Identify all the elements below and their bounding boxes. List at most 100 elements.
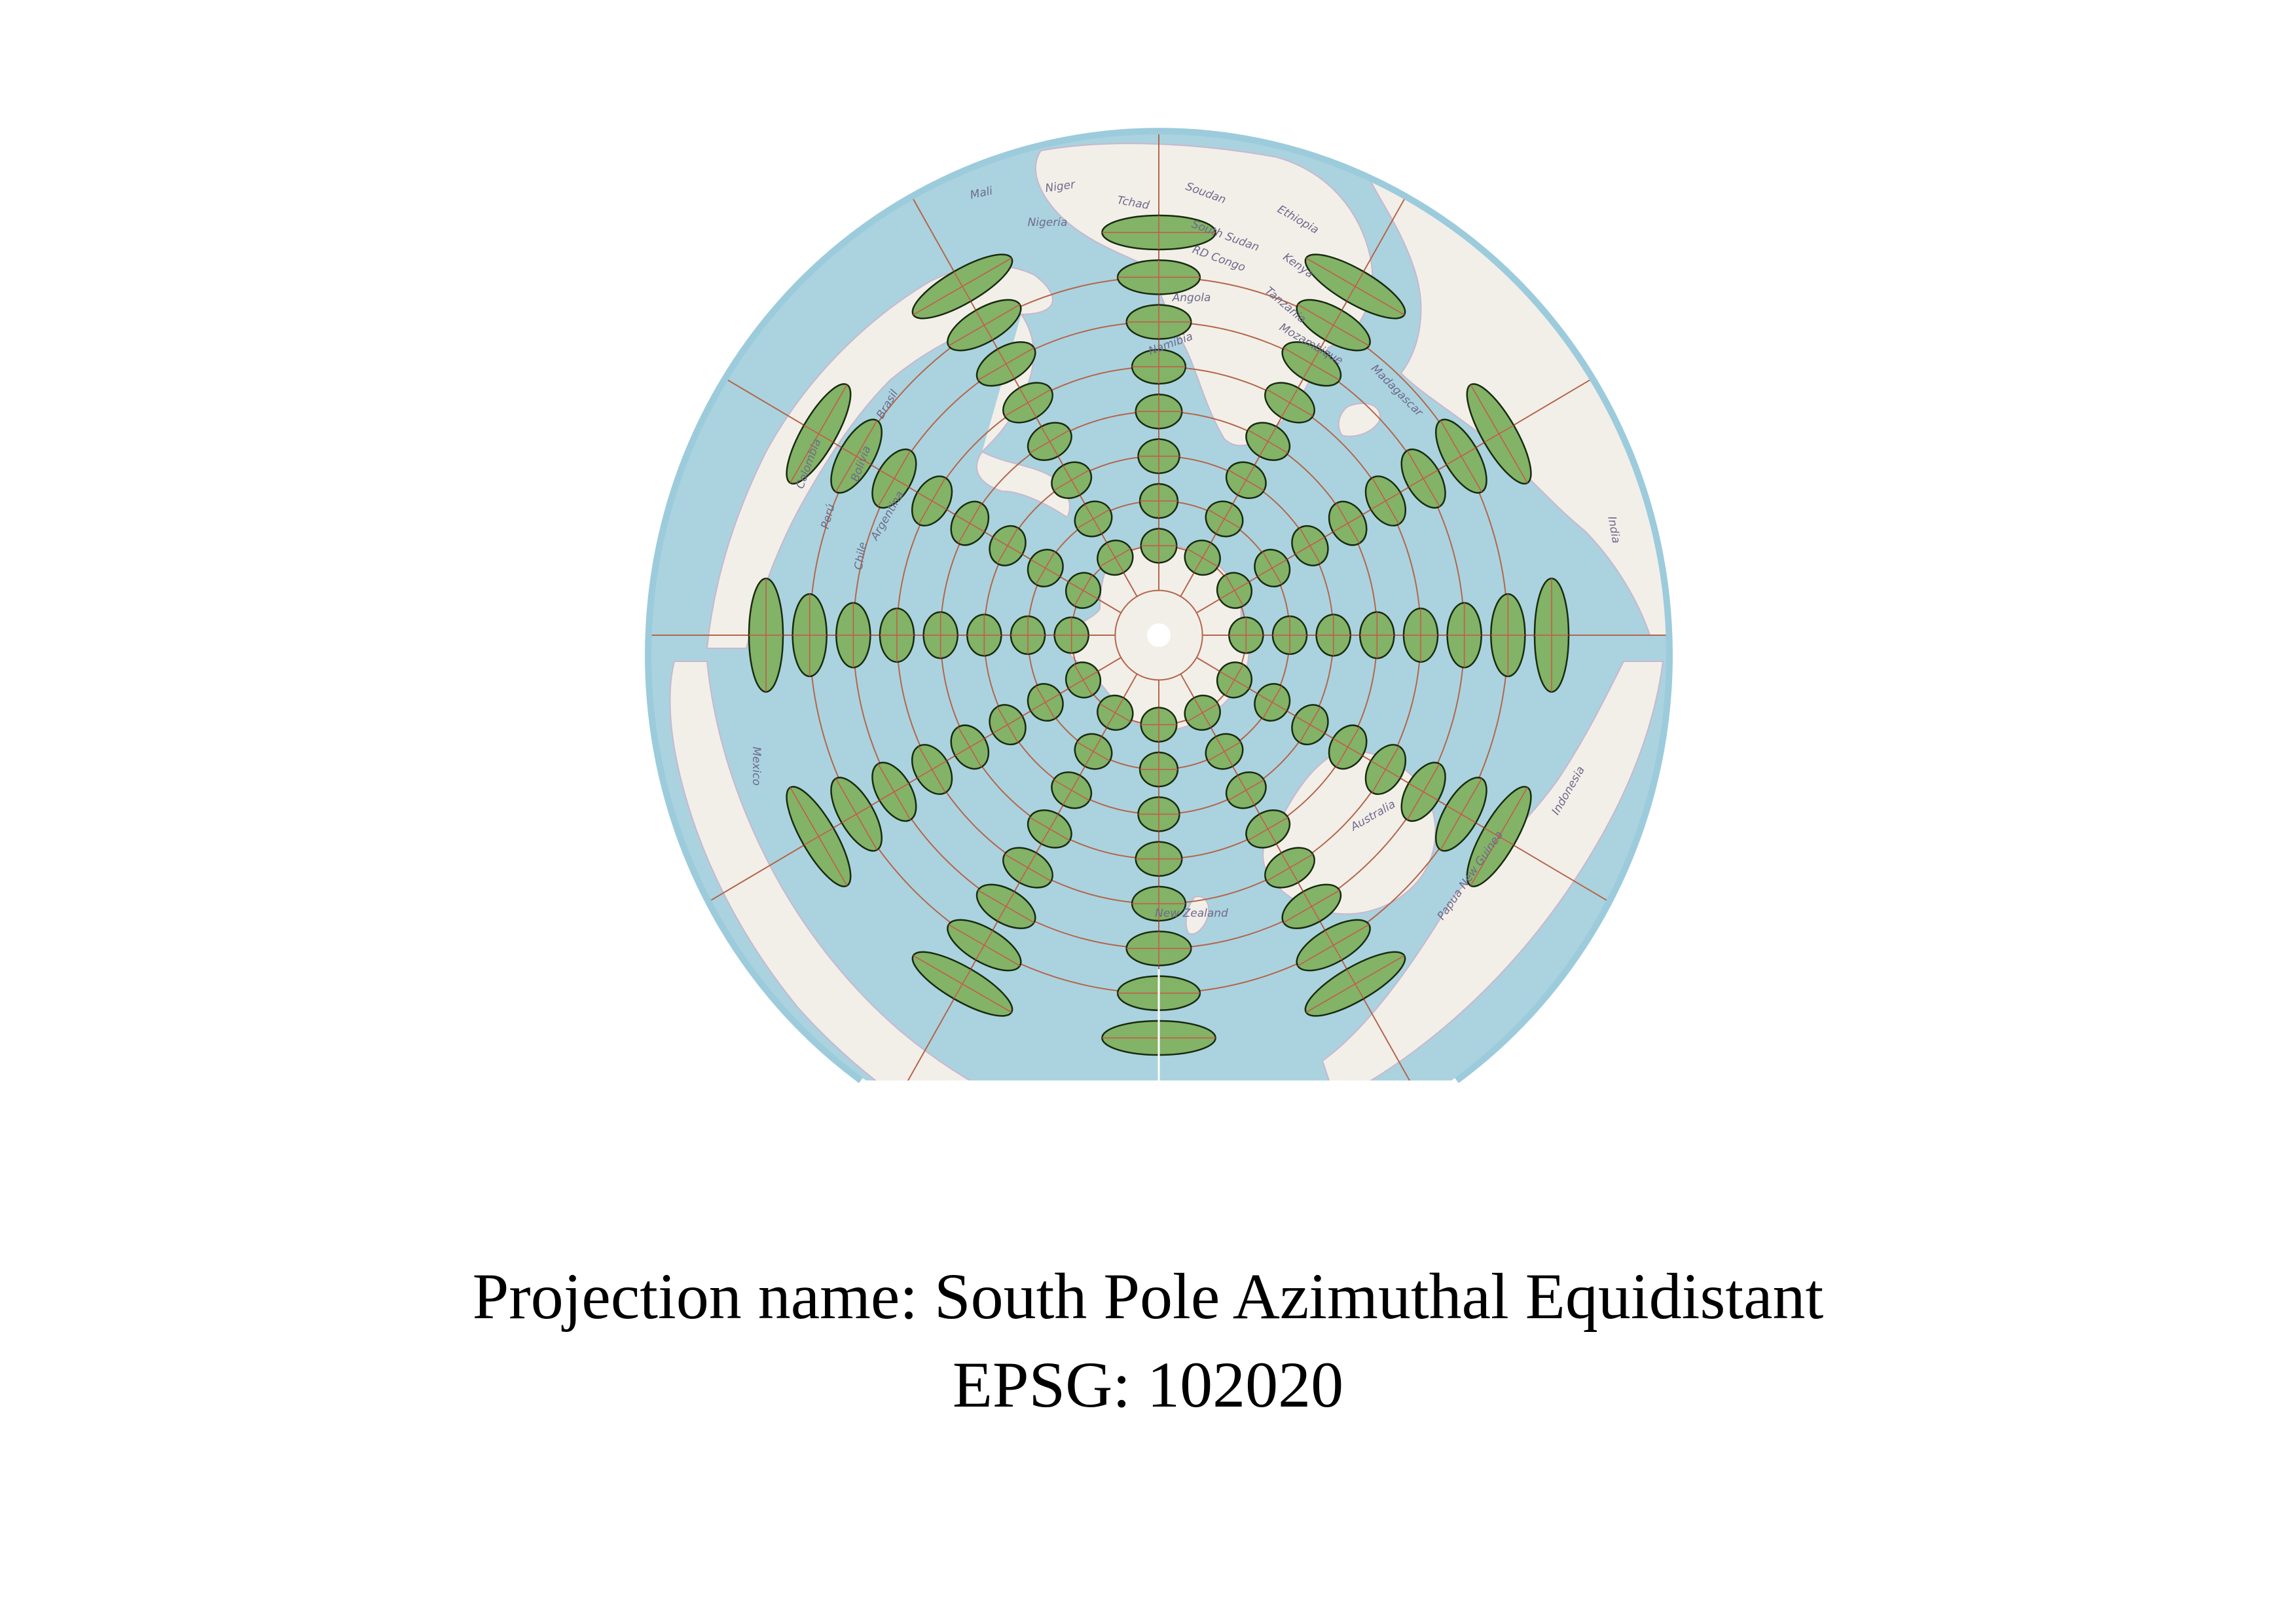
tissot-ellipse — [1074, 733, 1113, 770]
tissot-ellipse — [1002, 382, 1053, 424]
tissot-ellipse — [1245, 809, 1291, 849]
tissot-ellipse — [922, 611, 958, 659]
tissot-ellipse — [835, 602, 871, 669]
tissot-ellipse — [1139, 483, 1179, 519]
tissot-ellipse — [1010, 615, 1046, 655]
tissot-ellipse — [1400, 762, 1446, 822]
tissot-ellipse — [989, 525, 1027, 566]
tissot-ellipse — [871, 762, 917, 822]
epsg-caption: EPSG: 102020 — [952, 1348, 1344, 1421]
tissot-ellipse — [1051, 771, 1093, 809]
tissot-ellipse — [1281, 341, 1342, 387]
tissot-ellipse — [947, 299, 1022, 352]
tissot-ellipse — [1315, 614, 1351, 657]
tissot-ellipse — [871, 448, 917, 509]
tissot-ellipse — [1139, 751, 1179, 788]
tissot-ellipse — [966, 614, 1002, 657]
tissot-ellipse — [1205, 733, 1244, 770]
tissot-ellipse — [748, 578, 784, 693]
tissot-ellipse — [1264, 382, 1315, 424]
tissot-ellipse — [1296, 919, 1371, 972]
tissot-ellipse — [1216, 661, 1253, 699]
tissot-ellipse — [1097, 694, 1134, 731]
tissot-ellipse — [1065, 661, 1102, 699]
tissot-ellipse — [830, 418, 883, 494]
tissot-ellipse — [1328, 500, 1368, 546]
tissot-ellipse — [1027, 422, 1072, 461]
tissot-ellipse — [950, 500, 990, 546]
madagascar-landmass — [1338, 403, 1381, 437]
tissot-ellipse — [911, 951, 1013, 1017]
tissot-ellipse — [1466, 786, 1532, 887]
tissot-ellipse — [1271, 615, 1308, 655]
tissot-ellipse — [1051, 461, 1093, 499]
tissot-ellipse — [1254, 549, 1291, 587]
tissot-ellipse — [879, 607, 915, 663]
tissot-ellipse — [1131, 348, 1187, 385]
tissot-ellipse — [1027, 683, 1064, 722]
country-label: Nigeria — [1028, 216, 1068, 229]
tissot-ellipse — [1328, 724, 1368, 770]
tissot-ellipse — [1228, 616, 1264, 654]
tissot-ellipse — [1446, 602, 1482, 669]
south-pole-marker — [1147, 623, 1171, 647]
tissot-ellipse — [1027, 549, 1064, 587]
tissot-ellipse — [1216, 572, 1253, 609]
tissot-ellipse — [1533, 578, 1570, 693]
tissot-ellipse — [1434, 418, 1487, 494]
new-zealand-landmass — [1185, 896, 1210, 935]
tissot-ellipse — [1225, 771, 1267, 809]
tissot-ellipse — [1074, 500, 1113, 538]
tissot-ellipse — [1434, 777, 1487, 852]
tissot-ellipse — [1296, 299, 1371, 352]
tissot-ellipse — [1135, 841, 1183, 877]
tissot-ellipse — [1097, 540, 1134, 576]
projection-name-caption: Projection name: South Pole Azimuthal Eq… — [472, 1260, 1824, 1333]
tissot-ellipse — [1184, 694, 1221, 731]
tissot-ellipse — [1140, 528, 1178, 564]
tissot-ellipse — [1131, 885, 1187, 922]
tissot-ellipse — [950, 724, 990, 770]
southeast-asia-landmass — [1321, 661, 1664, 1080]
tissot-ellipse — [1364, 744, 1407, 795]
tissot-ellipse — [1027, 809, 1072, 849]
map-outline — [645, 128, 1673, 1084]
tissot-ellipse — [1245, 422, 1291, 461]
tissot-ellipse — [1184, 540, 1221, 576]
tissot-ellipse — [1281, 883, 1342, 929]
tissot-ellipse — [1359, 611, 1395, 659]
tissot-ellipse — [1400, 448, 1446, 509]
tissot-ellipse — [1490, 593, 1526, 678]
tissot-ellipse — [830, 777, 883, 852]
tissot-ellipse — [947, 919, 1022, 972]
tissot-ellipse — [1053, 616, 1089, 654]
tissot-ellipse — [989, 704, 1027, 746]
country-label: Iceland — [809, 178, 850, 210]
tissot-ellipse — [1002, 847, 1053, 889]
tissot-ellipse — [975, 883, 1036, 929]
tissot-ellipse — [1291, 704, 1329, 746]
tissot-ellipse — [1125, 304, 1192, 340]
tissot-ellipse — [1065, 572, 1102, 609]
tissot-ellipse — [1225, 461, 1267, 499]
azimuthal-map: Mali NigerTchadNigeriaSoudanEthiopiaSouth… — [645, 128, 1673, 1084]
country-label: New Zealand — [1155, 907, 1228, 920]
tissot-ellipse — [1125, 931, 1192, 967]
map-frame: Mali Niger Tchad Nigeria Soudan Ethiopia South… — [615, 98, 1702, 1159]
tissot-ellipse — [911, 475, 953, 526]
tissot-ellipse — [1364, 475, 1407, 526]
tissot-ellipse — [1137, 796, 1180, 832]
tissot-ellipse — [1116, 259, 1201, 295]
tissot-ellipse — [1254, 683, 1291, 722]
tissot-ellipse — [1137, 438, 1180, 474]
tissot-ellipse — [1101, 214, 1216, 251]
tissot-ellipse — [786, 383, 852, 485]
tissot-ellipse — [911, 744, 953, 795]
tissot-ellipse — [1291, 525, 1329, 566]
tissot-ellipse — [792, 593, 828, 678]
tissot-ellipse — [975, 341, 1036, 387]
tissot-ellipse — [1304, 253, 1406, 320]
tissot-ellipse — [1140, 707, 1178, 743]
tissot-ellipse — [1402, 607, 1439, 663]
tissot-ellipse — [1205, 500, 1244, 538]
